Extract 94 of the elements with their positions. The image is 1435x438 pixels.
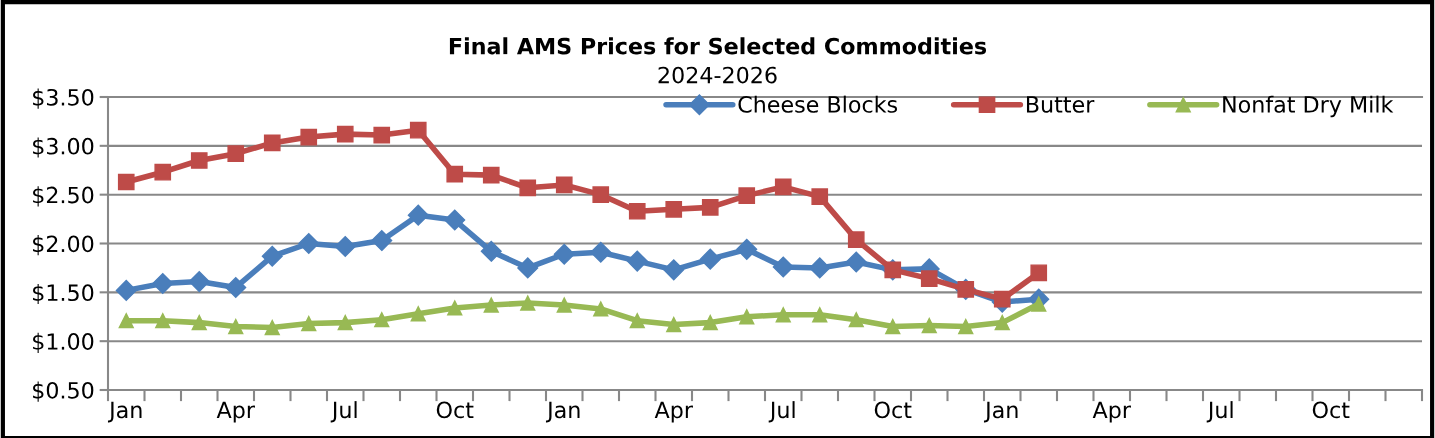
point xyxy=(921,317,937,334)
point xyxy=(666,316,682,333)
point xyxy=(191,314,207,331)
point xyxy=(920,270,938,287)
point xyxy=(593,301,609,317)
y-tick-label: $2.00 xyxy=(33,235,94,256)
point xyxy=(118,313,134,329)
point xyxy=(517,257,539,279)
point xyxy=(590,241,612,263)
x-tick-label: Apr xyxy=(216,401,255,423)
point xyxy=(263,134,281,152)
point xyxy=(738,187,756,204)
point xyxy=(264,319,280,336)
point xyxy=(225,276,247,298)
point xyxy=(519,179,537,197)
point xyxy=(958,318,974,335)
point xyxy=(555,176,573,194)
y-tick-label: $3.00 xyxy=(33,137,94,158)
point xyxy=(628,202,646,220)
point xyxy=(848,312,864,328)
point xyxy=(772,256,794,278)
x-tick-label: Apr xyxy=(1092,401,1131,423)
point xyxy=(446,165,464,183)
x-tick-label: Oct xyxy=(1312,401,1350,419)
point xyxy=(334,235,356,257)
point xyxy=(592,186,610,204)
point xyxy=(154,163,172,181)
point xyxy=(556,297,572,313)
point xyxy=(699,248,721,270)
point xyxy=(371,230,393,252)
point xyxy=(336,125,354,143)
point xyxy=(553,243,575,265)
point xyxy=(373,126,391,144)
point xyxy=(774,178,792,196)
point xyxy=(300,128,318,146)
point xyxy=(228,318,244,335)
x-tick-label: Oct xyxy=(436,401,474,419)
point xyxy=(994,314,1010,331)
x-tick-label: Jul xyxy=(1206,401,1233,423)
point xyxy=(409,121,427,139)
point xyxy=(775,307,791,323)
point xyxy=(410,306,426,322)
x-tick-label: Jul xyxy=(330,401,357,423)
x-tick-label: Jul xyxy=(768,401,795,423)
y-tick-label: $0.50 xyxy=(33,381,94,402)
point xyxy=(736,238,758,260)
chart-title: Final AMS Prices for Selected Commodities xyxy=(449,37,987,55)
point xyxy=(261,245,283,267)
x-tick-label: Jan xyxy=(107,401,142,423)
point xyxy=(301,315,317,332)
point xyxy=(885,318,901,335)
point xyxy=(663,259,685,281)
point xyxy=(227,145,245,162)
point xyxy=(407,204,429,226)
point xyxy=(739,309,755,325)
point xyxy=(152,273,174,295)
x-tick-label: Apr xyxy=(654,401,693,423)
point xyxy=(520,295,536,311)
point xyxy=(374,312,390,328)
point xyxy=(444,209,466,231)
point xyxy=(447,300,463,316)
point xyxy=(626,250,648,272)
point xyxy=(482,166,500,184)
point xyxy=(629,313,645,329)
y-tick-label: $2.50 xyxy=(33,186,94,207)
x-tick-label: Jan xyxy=(983,401,1018,423)
point xyxy=(155,313,171,329)
x-tick-label: Jan xyxy=(545,401,580,423)
point xyxy=(1030,264,1048,282)
point xyxy=(480,240,502,262)
chart-subtitle: 2024-2026 xyxy=(658,66,777,84)
legend-label: Cheese Blocks xyxy=(738,95,898,113)
point xyxy=(117,173,135,191)
point xyxy=(190,152,208,169)
point xyxy=(702,314,718,331)
point xyxy=(812,307,828,323)
point xyxy=(298,232,320,255)
point xyxy=(188,271,210,293)
point xyxy=(809,257,831,279)
point xyxy=(701,199,719,216)
point xyxy=(845,251,867,273)
point xyxy=(811,188,829,205)
y-tick-label: $3.50 xyxy=(33,88,94,109)
legend-label: Butter xyxy=(1026,96,1095,113)
point xyxy=(665,200,683,218)
point xyxy=(993,290,1011,308)
legend-label: Nonfat Dry Milk xyxy=(1223,95,1394,118)
point xyxy=(115,279,137,301)
x-tick-label: Oct xyxy=(874,401,912,419)
point xyxy=(337,314,353,331)
point xyxy=(847,231,865,248)
y-tick-label: $1.00 xyxy=(33,332,94,353)
point xyxy=(483,297,499,313)
y-tick-label: $1.50 xyxy=(33,283,94,305)
